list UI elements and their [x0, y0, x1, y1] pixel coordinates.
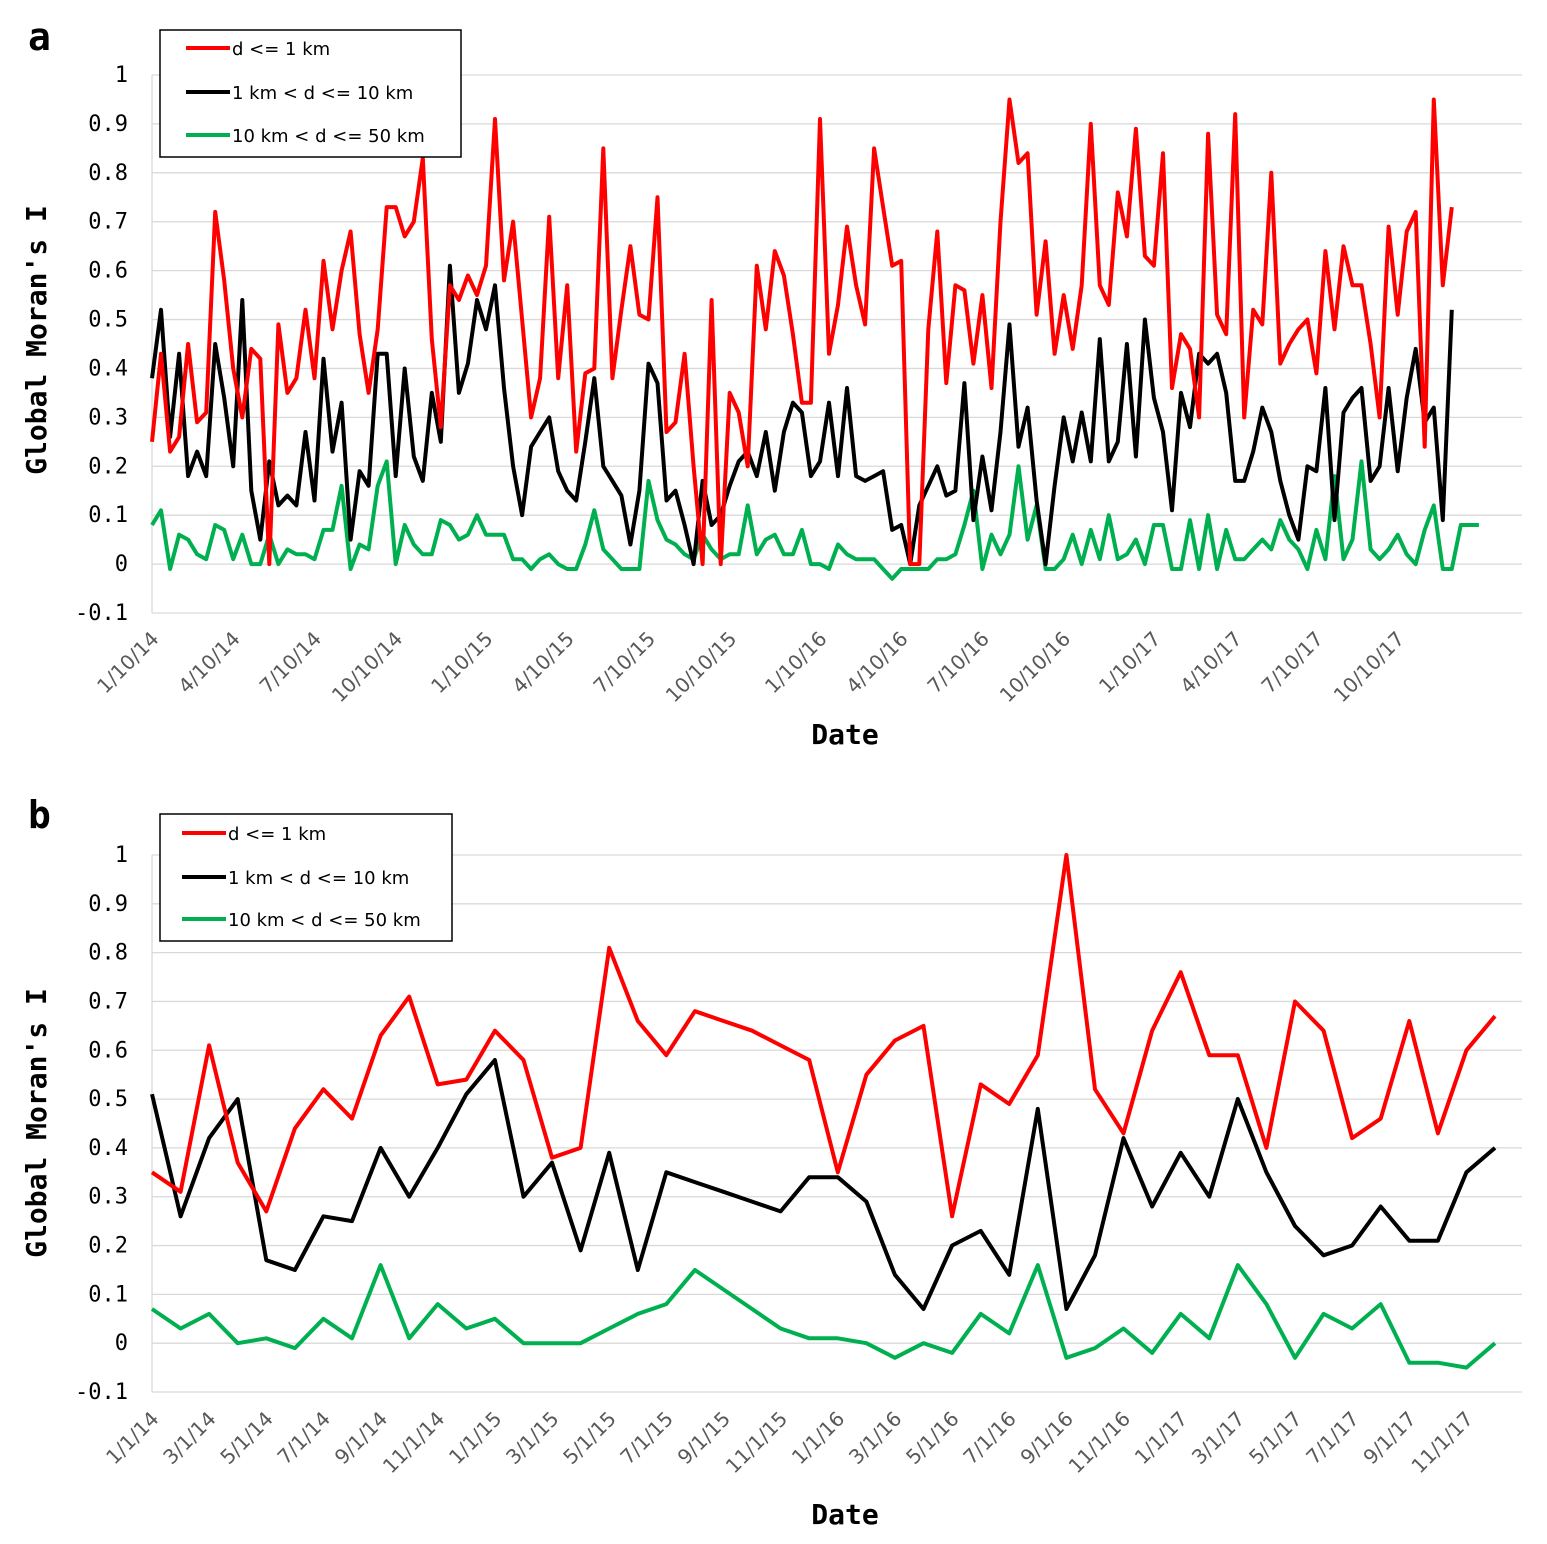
panel-a-y-axis-label: Global Moran's I	[20, 205, 53, 475]
panel-b-x-tick-label: 5/1/17	[1244, 1407, 1306, 1469]
panel-a-x-tick-label: 7/10/15	[588, 627, 659, 698]
panel-a: a -0.1 0 0.1 0.2 0.3 0.4 0.5 0.6 0.7 0.8 0.9 1 1/10…	[20, 15, 1522, 751]
panel-b: b -0.1 0 0.1 0.2 0.3 0.4 0.5 0.6 0.7 0.8 0.9 1 1/1/…	[20, 793, 1522, 1531]
panel-b-x-tick-label: 3/1/15	[501, 1407, 563, 1469]
panel-a-x-tick-label: 7/10/16	[922, 627, 993, 698]
panel-a-y-tick-label: 0.4	[88, 356, 128, 381]
panel-b-x-tick-label: 5/1/15	[558, 1407, 620, 1469]
panel-b-legend-label-1: d <= 1 km	[228, 824, 326, 845]
panel-a-series-green-line	[150, 459, 1479, 581]
panel-b-legend: d <= 1 km 1 km < d <= 10 km 10 km < d <=…	[159, 813, 453, 942]
panel-b-x-tick-label: 11/1/16	[1064, 1407, 1135, 1478]
panel-a-y-tick-label: 0.1	[88, 503, 128, 528]
panel-a-x-tick-label: 4/10/17	[1175, 627, 1246, 698]
panel-a-x-tick-label: 1/10/15	[426, 627, 497, 698]
panel-a-x-tick-label: 1/10/16	[760, 627, 831, 698]
panel-a-legend: d <= 1 km 1 km < d <= 10 km 10 km < d <=…	[159, 29, 462, 158]
panel-b-label: b	[28, 793, 51, 837]
panel-b-series-red-line	[150, 853, 1497, 1219]
panel-a-x-tick-label: 10/10/15	[661, 627, 741, 707]
panel-a-x-tick-label: 7/10/17	[1256, 627, 1327, 698]
panel-b-y-tick-label: 0	[115, 1331, 128, 1356]
panel-b-legend-label-3: 10 km < d <= 50 km	[228, 910, 421, 931]
panel-a-series-red-line	[150, 97, 1454, 567]
panel-a-x-tick-label: 4/10/15	[507, 627, 578, 698]
panel-b-y-tick-label: 0.6	[88, 1038, 128, 1063]
panel-b-y-tick-label: 0.7	[88, 989, 128, 1014]
panel-a-x-tick-label: 10/10/16	[995, 627, 1075, 707]
panel-a-x-tick-labels: 1/10/14 4/10/14 7/10/14 10/10/14 1/10/15 4/10…	[92, 627, 1409, 707]
panel-b-y-axis-label: Global Moran's I	[20, 988, 53, 1258]
panel-b-x-tick-label: 3/1/17	[1187, 1407, 1249, 1469]
panel-a-y-tick-label: -0.1	[75, 601, 128, 626]
panel-a-y-tick-labels: -0.1 0 0.1 0.2 0.3 0.4 0.5 0.6 0.7 0.8 0.9 1	[75, 63, 128, 626]
panel-a-y-tick-label: 0.2	[88, 454, 128, 479]
panel-b-y-tick-labels: -0.1 0 0.1 0.2 0.3 0.4 0.5 0.6 0.7 0.8 0.9 1	[75, 843, 128, 1405]
panel-b-x-tick-label: 3/1/14	[158, 1407, 220, 1469]
panel-a-legend-label-1: d <= 1 km	[232, 39, 330, 60]
panel-b-x-axis-label: Date	[811, 1498, 878, 1531]
panel-b-y-tick-label: 0.1	[88, 1282, 128, 1307]
panel-a-x-tick-label: 10/10/14	[327, 627, 407, 707]
panel-b-y-tick-label: 0.8	[88, 941, 128, 966]
panel-b-x-tick-label: 7/1/16	[958, 1407, 1020, 1469]
panel-b-y-tick-label: 1	[115, 843, 128, 868]
panel-b-y-tick-label: 0.3	[88, 1185, 128, 1210]
panel-b-x-tick-label: 3/1/16	[844, 1407, 906, 1469]
panel-b-series-green-line	[150, 1263, 1497, 1370]
panel-b-x-tick-label: 7/1/14	[272, 1407, 334, 1469]
panel-b-x-tick-label: 7/1/17	[1301, 1407, 1363, 1469]
panel-a-x-tick-label: 1/10/14	[92, 627, 163, 698]
panel-a-y-tick-label: 0.5	[88, 308, 128, 333]
panel-a-legend-label-3: 10 km < d <= 50 km	[232, 126, 425, 147]
panel-b-y-tick-label: 0.9	[88, 892, 128, 917]
panel-b-legend-label-2: 1 km < d <= 10 km	[228, 868, 409, 889]
panel-b-x-tick-label: 11/1/17	[1406, 1407, 1477, 1478]
panel-a-series-lines	[150, 97, 1479, 581]
panel-a-y-tick-label: 1	[115, 63, 128, 88]
panel-b-x-tick-label: 1/1/17	[1130, 1407, 1192, 1469]
panel-b-x-tick-label: 1/1/15	[444, 1407, 506, 1469]
panel-a-label: a	[28, 15, 51, 59]
panel-b-y-tick-label: 0.2	[88, 1234, 128, 1259]
panel-b-x-tick-labels: 1/1/143/1/145/1/147/1/149/1/1411/1/141/1…	[101, 1407, 1478, 1478]
panel-b-x-tick-label: 1/1/16	[787, 1407, 849, 1469]
panel-a-x-tick-label: 7/10/14	[255, 627, 326, 698]
panel-a-x-tick-label: 1/10/17	[1094, 627, 1165, 698]
panel-a-y-tick-label: 0.9	[88, 112, 128, 137]
panel-a-x-tick-label: 4/10/16	[841, 627, 912, 698]
panel-b-y-tick-label: -0.1	[75, 1380, 128, 1405]
panel-b-series-lines	[150, 853, 1497, 1370]
panel-a-y-tick-label: 0.8	[88, 161, 128, 186]
panel-b-y-tick-label: 0.4	[88, 1136, 128, 1161]
panel-a-y-tick-label: 0.6	[88, 259, 128, 284]
panel-a-x-tick-label: 4/10/14	[173, 627, 244, 698]
panel-b-x-tick-label: 1/1/14	[101, 1407, 163, 1469]
panel-b-x-tick-label: 11/1/15	[721, 1407, 792, 1478]
panel-a-y-tick-label: 0.3	[88, 405, 128, 430]
panel-b-series-black-line	[150, 1058, 1497, 1311]
panel-a-legend-label-2: 1 km < d <= 10 km	[232, 83, 413, 104]
panel-b-x-tick-label: 5/1/16	[901, 1407, 963, 1469]
panel-b-x-tick-label: 7/1/15	[615, 1407, 677, 1469]
panel-b-x-tick-label: 5/1/14	[215, 1407, 277, 1469]
panel-a-y-tick-label: 0.7	[88, 210, 128, 235]
panel-b-x-tick-label: 11/1/14	[378, 1407, 449, 1478]
panel-a-y-tick-label: 0	[115, 552, 128, 577]
panel-a-series-black-line	[150, 263, 1454, 567]
panel-a-x-axis-label: Date	[811, 718, 878, 751]
panel-b-y-tick-label: 0.5	[88, 1087, 128, 1112]
panel-a-x-tick-label: 10/10/17	[1329, 627, 1409, 707]
